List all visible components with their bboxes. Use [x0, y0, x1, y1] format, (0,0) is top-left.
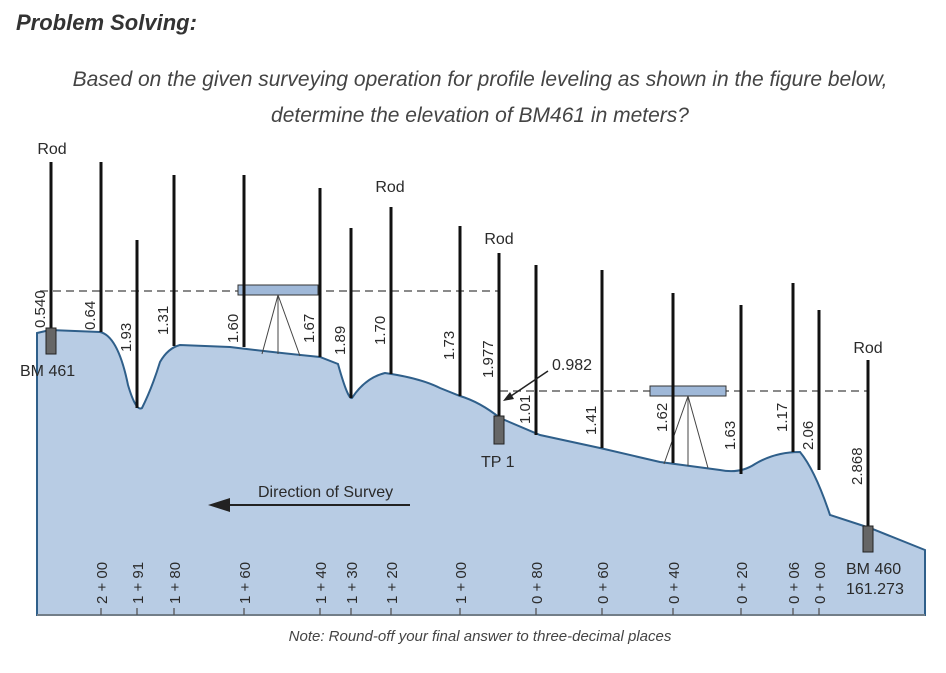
station-label: 0 + 60: [595, 562, 612, 604]
station-label: 0 + 80: [529, 562, 546, 604]
bm461-marker: [45, 327, 57, 355]
tp1-marker: [493, 415, 505, 445]
rod-label-4: Rod: [853, 340, 882, 357]
bm460-marker: [862, 525, 874, 553]
reading-1-30: 1.89: [332, 326, 349, 355]
level-instrument-1: [237, 284, 319, 357]
rod-label-1: Rod: [37, 141, 66, 158]
reading-0-06: 1.17: [774, 403, 791, 432]
station-label: 0 + 20: [734, 562, 751, 604]
reading-1-40: 1.67: [301, 314, 318, 343]
reading-0-20: 1.63: [722, 421, 739, 450]
reading-0-80: 1.01: [517, 395, 534, 424]
reading-bs-bm460: 2.868: [849, 447, 866, 485]
bs-tp1-arrow-line: [507, 370, 549, 399]
direction-arrowhead: [208, 498, 230, 512]
direction-label: Direction of Survey: [258, 484, 393, 501]
reading-1-00: 1.73: [441, 331, 458, 360]
question-line-2: determine the elevation of BM461 in mete…: [271, 104, 689, 127]
reading-fs-tp1: 1.977: [480, 340, 497, 378]
station-label: 1 + 00: [453, 562, 470, 604]
reading-1-60: 1.60: [225, 314, 242, 343]
rod-label-2: Rod: [375, 179, 404, 196]
station-label: 0 + 06: [786, 562, 803, 604]
station-label: 2 + 00: [94, 562, 111, 604]
station-label: 1 + 30: [344, 562, 361, 604]
reading-bs-tp1: 0.982: [552, 357, 592, 374]
station-label: 1 + 91: [130, 562, 147, 604]
reading-1-80: 1.31: [155, 306, 172, 335]
bm460-elevation: 161.273: [846, 581, 904, 598]
station-label: 1 + 40: [313, 562, 330, 604]
reading-1-20: 1.70: [372, 316, 389, 345]
tp1-label: TP 1: [481, 454, 515, 471]
rod-label-3: Rod: [484, 231, 513, 248]
heading: Problem Solving:: [16, 10, 197, 35]
station-label: 0 + 40: [666, 562, 683, 604]
station-label: 1 + 80: [167, 562, 184, 604]
reading-0-60: 1.41: [583, 406, 600, 435]
reading-bs-bm461: 0.540: [32, 290, 49, 328]
station-label: 1 + 20: [384, 562, 401, 604]
reading-1-91: 1.93: [118, 323, 135, 352]
note-text: Note: Round-off your final answer to thr…: [288, 628, 672, 645]
reading-0-40: 1.62: [654, 403, 671, 432]
bm461-label: BM 461: [20, 363, 75, 380]
station-label: 1 + 60: [237, 562, 254, 604]
level-instrument-2: [649, 385, 727, 469]
bm460-label: BM 460: [846, 561, 901, 578]
question-line-1: Based on the given surveying operation f…: [72, 68, 888, 91]
bs-tp1-arrowhead: [503, 392, 514, 401]
reading-2-00: 0.64: [82, 301, 99, 330]
station-label: 0 + 00: [812, 562, 829, 604]
ground-profile: [36, 328, 926, 616]
reading-0-00: 2.06: [800, 421, 817, 450]
question-text: Based on the given surveying operation f…: [20, 62, 940, 134]
